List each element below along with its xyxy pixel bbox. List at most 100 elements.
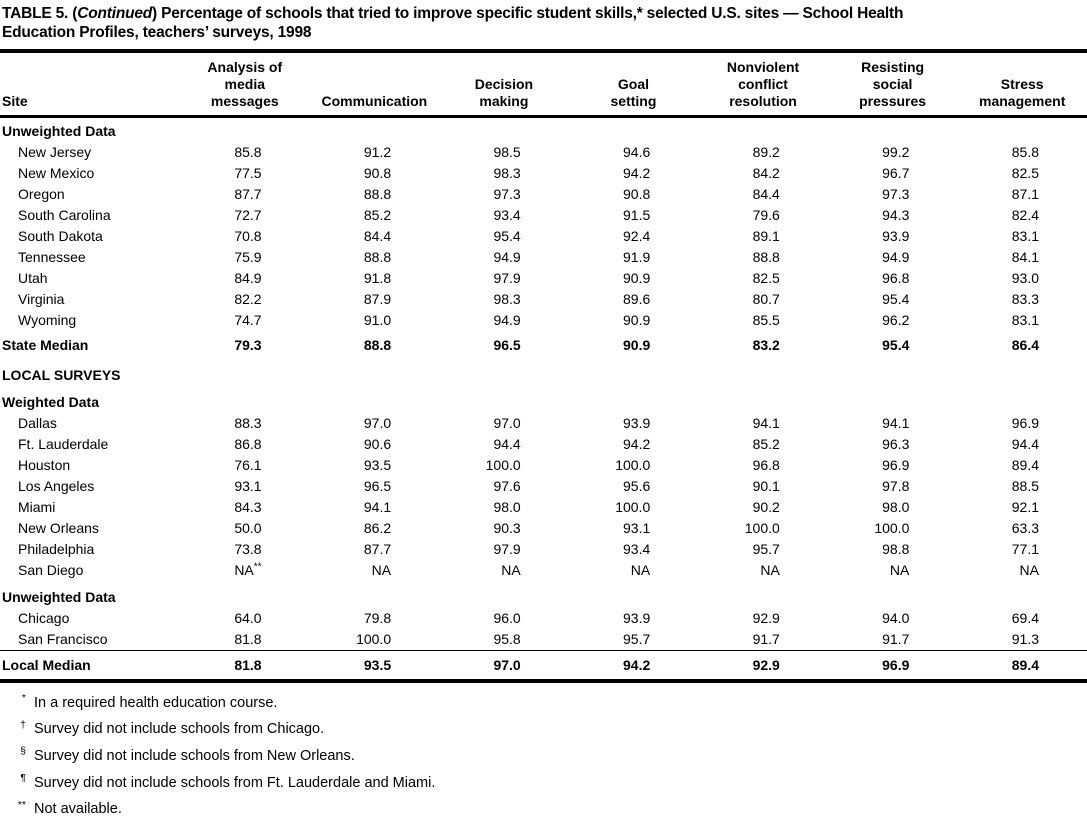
value-cell: 75.9 (180, 247, 310, 268)
site-cell: Local Median (0, 651, 180, 682)
value-cell: 99.2 (828, 142, 958, 163)
title-line2: Education Profiles, teachers’ surveys, 1… (2, 24, 311, 41)
value-cell: 77.5 (180, 163, 310, 184)
value-cell: 90.8 (310, 163, 440, 184)
value-cell: 82.2 (180, 289, 310, 310)
value-cell: 92.4 (569, 226, 699, 247)
site-cell: Houston (0, 455, 180, 476)
site-cell: Chicago (0, 608, 180, 629)
value-cell: 96.3 (828, 434, 958, 455)
value-cell: NA (698, 560, 828, 581)
site-cell: Tennessee (0, 247, 180, 268)
value-cell: 64.0 (180, 608, 310, 629)
value-cell: 97.6 (439, 476, 569, 497)
footnote-marker: † (0, 715, 26, 737)
value-cell: 94.6 (569, 142, 699, 163)
value-cell: 93.0 (957, 268, 1087, 289)
value-cell: 87.7 (310, 539, 440, 560)
value-cell: 91.7 (698, 629, 828, 651)
footnote: †Survey did not include schools from Chi… (0, 715, 1087, 742)
value-cell: 95.7 (569, 629, 699, 651)
site-cell: State Median (0, 331, 180, 359)
site-cell: Utah (0, 268, 180, 289)
value-cell: 95.8 (439, 629, 569, 651)
column-header: Analysis of media messages (180, 51, 310, 117)
site-cell: New Orleans (0, 518, 180, 539)
column-header: Stress management (957, 51, 1087, 117)
value-cell: 94.3 (828, 205, 958, 226)
table-title: TABLE 5. (Continued) Percentage of schoo… (0, 4, 1087, 42)
value-cell: 91.7 (828, 629, 958, 651)
value-cell: 77.1 (957, 539, 1087, 560)
footnote-text: Survey did not include schools from New … (34, 748, 355, 764)
value-cell: 97.3 (828, 184, 958, 205)
value-cell: 91.0 (310, 310, 440, 331)
site-cell: Oregon (0, 184, 180, 205)
value-cell: 72.7 (180, 205, 310, 226)
value-cell: 95.6 (569, 476, 699, 497)
footnotes: *In a required health education course.†… (0, 688, 1087, 821)
value-cell: 100.0 (828, 518, 958, 539)
value-cell: 96.5 (439, 331, 569, 359)
value-cell: 96.2 (828, 310, 958, 331)
value-cell: 93.1 (180, 476, 310, 497)
value-cell: 82.5 (957, 163, 1087, 184)
value-cell: 86.2 (310, 518, 440, 539)
value-cell: 89.6 (569, 289, 699, 310)
value-cell: 83.1 (957, 226, 1087, 247)
value-cell: 93.9 (569, 608, 699, 629)
section-label: Unweighted Data (0, 117, 1087, 143)
value-cell: 93.4 (569, 539, 699, 560)
site-cell: Wyoming (0, 310, 180, 331)
value-cell: 89.4 (957, 651, 1087, 682)
value-cell: 95.4 (828, 289, 958, 310)
value-cell: 85.2 (310, 205, 440, 226)
value-cell: 98.0 (828, 497, 958, 518)
value-cell: 100.0 (569, 455, 699, 476)
site-cell: New Mexico (0, 163, 180, 184)
site-cell: South Dakota (0, 226, 180, 247)
site-cell: Los Angeles (0, 476, 180, 497)
value-cell: 100.0 (698, 518, 828, 539)
value-cell: 83.2 (698, 331, 828, 359)
value-cell: 96.8 (698, 455, 828, 476)
site-cell: Virginia (0, 289, 180, 310)
value-cell: 94.2 (569, 434, 699, 455)
value-cell: 96.9 (828, 455, 958, 476)
value-cell: 94.1 (828, 413, 958, 434)
value-cell: 94.2 (569, 651, 699, 682)
value-cell: 50.0 (180, 518, 310, 539)
value-cell: 93.5 (310, 455, 440, 476)
value-cell: 96.5 (310, 476, 440, 497)
value-cell: 97.0 (439, 413, 569, 434)
value-cell: 94.1 (310, 497, 440, 518)
value-cell: 94.9 (439, 310, 569, 331)
footnote: **Not available. (0, 795, 1087, 821)
value-cell: NA (310, 560, 440, 581)
footnote-marker: ¶ (0, 768, 26, 790)
value-cell: 95.7 (698, 539, 828, 560)
value-cell: 85.8 (180, 142, 310, 163)
value-cell: 94.4 (957, 434, 1087, 455)
value-cell: 83.1 (957, 310, 1087, 331)
column-header: Decision making (439, 51, 569, 117)
value-cell: NA (828, 560, 958, 581)
value-cell: 84.4 (698, 184, 828, 205)
